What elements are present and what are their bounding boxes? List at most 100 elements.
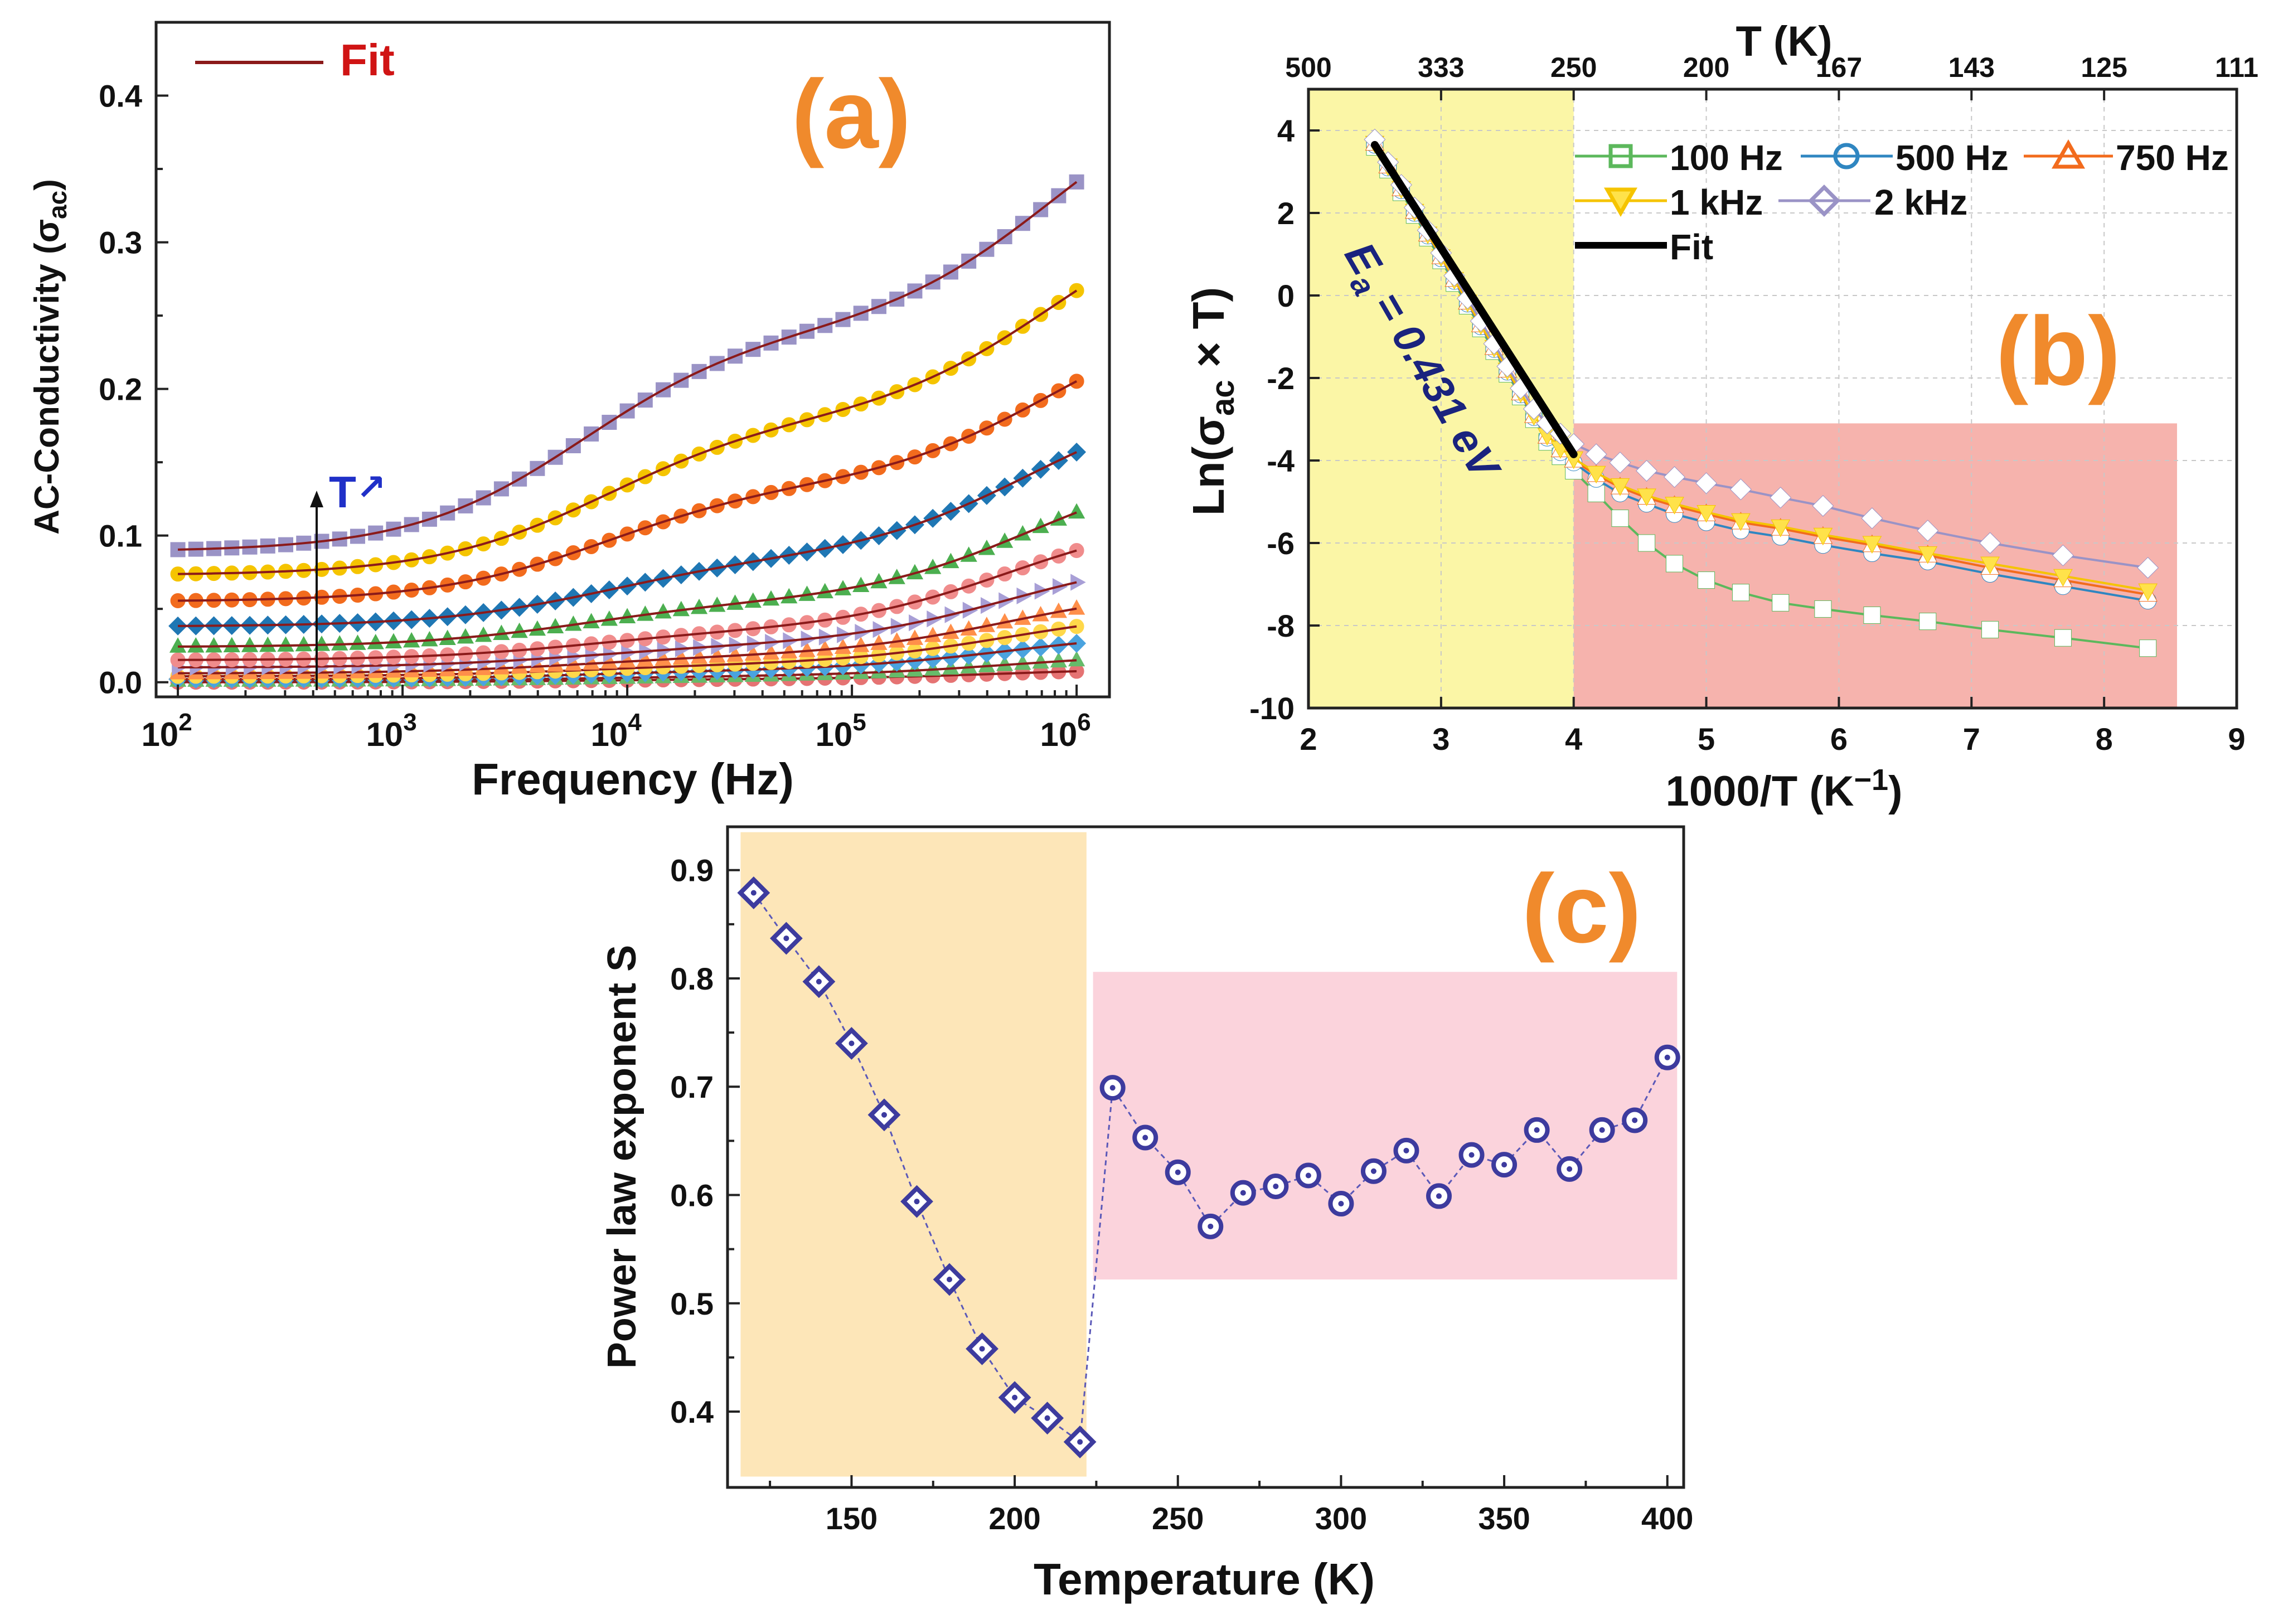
b-data-point bbox=[1814, 600, 1832, 618]
b-data-point bbox=[1813, 527, 1833, 546]
c-data-point-center bbox=[947, 1277, 953, 1283]
b-data-point bbox=[1862, 536, 1882, 554]
panel-c-frame bbox=[726, 825, 1685, 1489]
a-data-point bbox=[241, 637, 259, 652]
a-fit-line bbox=[178, 607, 1077, 675]
c-data-point-center bbox=[1077, 1439, 1083, 1445]
c-data-point-center bbox=[1468, 1152, 1475, 1158]
b-top-tick-label: 333 bbox=[1418, 52, 1464, 83]
c-y-tick-label: 0.7 bbox=[670, 1069, 714, 1104]
legend-marker-2khz bbox=[1808, 185, 1840, 217]
c-data-point-center bbox=[1403, 1147, 1409, 1153]
a-data-point bbox=[728, 348, 743, 364]
b-region-0 bbox=[1308, 89, 1574, 708]
a-data-point bbox=[584, 426, 599, 442]
legend-marker-750hz bbox=[2051, 139, 2086, 169]
panel-b-y-axis-label: Ln(σac × T) bbox=[1184, 287, 1241, 516]
a-data-point bbox=[709, 647, 726, 663]
b-y-tick-label: -6 bbox=[1267, 526, 1295, 561]
b-data-point bbox=[2138, 583, 2158, 602]
a-data-point bbox=[618, 652, 636, 668]
b-data-point bbox=[1698, 571, 1715, 589]
b-data-point bbox=[1863, 607, 1881, 624]
b-data-point bbox=[1979, 532, 2001, 554]
c-data-point-center bbox=[1632, 1117, 1638, 1123]
panel-a-legend-fit-label: Fit bbox=[340, 35, 395, 85]
legend-label-1khz: 1 kHz bbox=[1670, 182, 1763, 222]
b-data-point bbox=[1770, 487, 1792, 509]
panel-a: 102 103 104 105 106 0.0 0.1 0.2 0.3 0.4 Fit (a) T… bbox=[28, 21, 1111, 804]
a-data-point bbox=[781, 329, 797, 345]
b-y-tick-label: -2 bbox=[1267, 361, 1295, 396]
a-data-point bbox=[942, 659, 959, 675]
b-y-tick-label: -4 bbox=[1267, 443, 1295, 478]
b-x-tick-label: 8 bbox=[2096, 721, 2113, 757]
b-data-point bbox=[1919, 613, 1937, 631]
a-data-point bbox=[530, 460, 545, 476]
a-data-point bbox=[726, 646, 744, 662]
c-data-point-center bbox=[1436, 1193, 1442, 1199]
b-x-tick-label: 2 bbox=[1300, 721, 1317, 757]
a-data-point bbox=[996, 656, 1014, 671]
a-data-point bbox=[349, 634, 366, 650]
a-data-point bbox=[1070, 574, 1086, 591]
c-data-point-center bbox=[1044, 1415, 1050, 1421]
c-y-tick-label: 0.9 bbox=[670, 853, 714, 888]
temperature-annotation: T↗ bbox=[329, 467, 386, 517]
a-y-tick-label: 0.0 bbox=[99, 665, 142, 700]
legend-label-100hz: 100 Hz bbox=[1670, 138, 1783, 178]
a-data-point bbox=[295, 636, 312, 652]
c-data-point-center bbox=[1208, 1223, 1214, 1229]
a-data-point bbox=[385, 633, 403, 649]
c-region-1 bbox=[1093, 972, 1678, 1280]
b-data-point bbox=[1638, 534, 1656, 552]
b-top-tick-label: 125 bbox=[2081, 52, 2127, 83]
b-data-point bbox=[1637, 488, 1656, 506]
b-top-tick-label: 200 bbox=[1683, 52, 1729, 83]
b-data-point bbox=[1917, 520, 1939, 542]
a-data-point bbox=[925, 274, 941, 290]
b-x-tick-label: 3 bbox=[1432, 721, 1450, 757]
a-data-point bbox=[458, 498, 473, 513]
c-data-point-center bbox=[783, 935, 789, 942]
a-y-tick-label: 0.2 bbox=[99, 372, 142, 407]
a-fit-line bbox=[178, 581, 1077, 669]
b-top-tick-label: 167 bbox=[1816, 52, 1862, 83]
b-data-point bbox=[2139, 639, 2157, 657]
b-data-point bbox=[1665, 497, 1684, 515]
panel-a-label: (a) bbox=[792, 60, 911, 169]
b-data-point bbox=[1980, 556, 2000, 575]
panel-a-y-axis-label: AC-Conductivity (σac) bbox=[28, 179, 72, 535]
b-data-point bbox=[2053, 569, 2073, 587]
a-fit-line bbox=[178, 549, 1077, 661]
c-y-tick-label: 0.6 bbox=[670, 1177, 714, 1213]
b-data-point bbox=[1636, 460, 1657, 482]
c-data-point-center bbox=[1305, 1172, 1311, 1179]
c-data-point-center bbox=[881, 1112, 887, 1118]
b-data-point bbox=[1586, 466, 1606, 484]
a-fit-line bbox=[178, 289, 1078, 575]
c-data-point-center bbox=[914, 1199, 920, 1205]
a-data-point bbox=[672, 649, 690, 665]
b-data-point bbox=[1696, 505, 1716, 523]
b-data-point bbox=[1729, 478, 1752, 501]
b-x-tick-label: 7 bbox=[1963, 721, 1980, 757]
c-data-point-center bbox=[1599, 1127, 1605, 1133]
a-fit-line bbox=[178, 181, 1078, 551]
a-data-point bbox=[403, 632, 420, 648]
b-data-point bbox=[2054, 629, 2072, 647]
legend-label-500hz: 500 Hz bbox=[1896, 138, 2009, 178]
b-y-tick-label: 0 bbox=[1277, 278, 1295, 313]
b-y-tick-label: -10 bbox=[1249, 691, 1295, 726]
c-x-tick-label: 350 bbox=[1478, 1501, 1530, 1536]
a-data-point bbox=[205, 637, 222, 653]
panel-b-frame bbox=[1307, 88, 2238, 710]
b-x-tick-label: 5 bbox=[1698, 721, 1715, 757]
b-data-point bbox=[1981, 620, 1999, 638]
b-data-point bbox=[1695, 472, 1718, 495]
b-x-tick-label: 6 bbox=[1830, 721, 1848, 757]
c-y-tick-label: 0.4 bbox=[670, 1394, 714, 1429]
a-data-point bbox=[223, 637, 240, 653]
b-data-point bbox=[2052, 544, 2074, 566]
legend-marker-500hz bbox=[1833, 143, 1860, 169]
